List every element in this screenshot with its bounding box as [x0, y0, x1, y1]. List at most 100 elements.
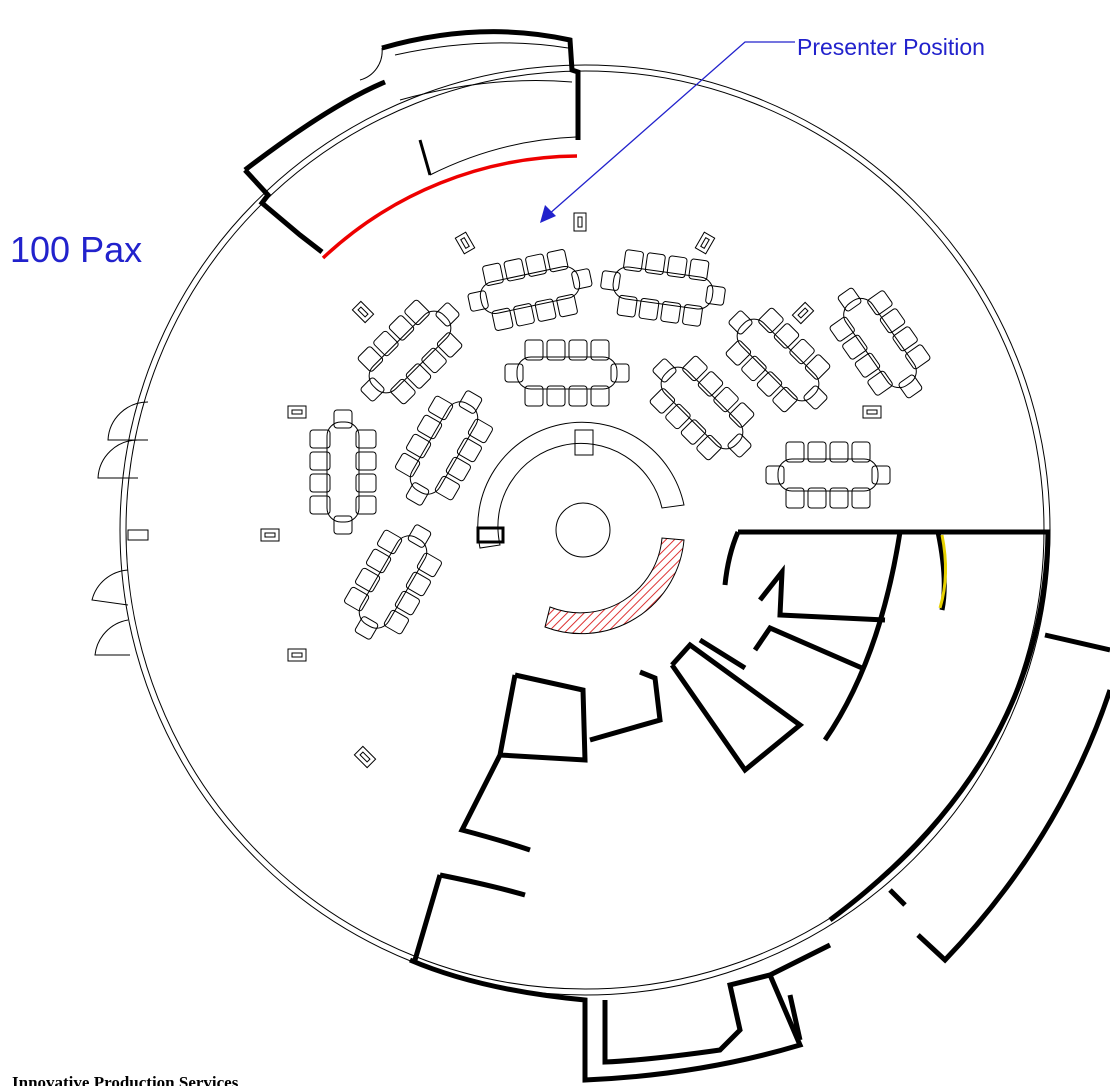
chair	[871, 465, 891, 485]
box-inner	[264, 532, 276, 538]
chair	[417, 414, 443, 440]
door-yellow	[938, 534, 948, 609]
chair	[546, 339, 566, 361]
room-wall	[412, 669, 663, 961]
table	[409, 401, 479, 495]
chair	[503, 258, 526, 282]
table-group	[600, 249, 726, 327]
chair	[772, 386, 798, 413]
chair	[383, 609, 409, 635]
chair	[360, 377, 385, 402]
chair	[436, 332, 463, 358]
chair	[660, 301, 682, 324]
chair	[789, 338, 815, 365]
box	[454, 231, 476, 255]
chair	[373, 330, 399, 357]
bar-unit	[574, 429, 594, 456]
kitchen	[544, 537, 685, 635]
bottom-wall	[409, 942, 832, 1083]
chair	[467, 290, 489, 312]
chair	[851, 441, 871, 463]
chair	[355, 495, 377, 515]
box	[862, 405, 882, 419]
chair	[851, 487, 871, 509]
chair	[867, 290, 893, 316]
chair	[354, 616, 379, 640]
chair	[355, 473, 377, 493]
column	[555, 502, 611, 558]
chair	[357, 346, 384, 372]
chair	[394, 590, 420, 616]
chair	[309, 473, 331, 493]
chair	[395, 452, 421, 478]
box	[287, 405, 307, 419]
chair	[696, 434, 722, 461]
floor-box	[694, 231, 716, 255]
table	[479, 266, 581, 314]
table	[777, 458, 879, 492]
chair	[421, 347, 447, 374]
pointer-line	[547, 41, 795, 216]
chair	[837, 287, 862, 312]
chair	[407, 524, 432, 548]
corridor-line	[394, 42, 577, 176]
chair	[649, 388, 676, 414]
chair	[344, 586, 370, 612]
chair	[428, 395, 454, 421]
chair	[879, 308, 906, 334]
chair	[842, 334, 868, 360]
table-group	[649, 355, 755, 461]
floor-boxes	[260, 212, 882, 769]
service-wall	[888, 632, 1110, 964]
chair	[456, 437, 482, 463]
table	[843, 297, 917, 389]
arrow-head	[540, 205, 556, 223]
chair	[405, 571, 431, 597]
chair	[666, 255, 688, 279]
chair	[682, 304, 703, 327]
chair	[388, 315, 415, 341]
chair	[309, 495, 331, 515]
chair	[513, 303, 535, 327]
chair	[804, 354, 831, 380]
chair	[556, 294, 578, 318]
table-group	[395, 390, 493, 506]
chair	[390, 378, 416, 405]
box-inner	[359, 751, 371, 763]
chair	[309, 429, 331, 449]
chair	[616, 294, 638, 318]
table-group	[467, 249, 593, 331]
entrance-wall	[243, 79, 386, 172]
chair	[366, 548, 392, 574]
box	[694, 231, 716, 255]
chair	[829, 441, 849, 463]
box	[260, 528, 280, 542]
chair	[713, 386, 739, 413]
box-inner	[866, 409, 878, 415]
bar-unit	[476, 526, 505, 544]
chair	[905, 344, 931, 370]
chair	[725, 340, 752, 366]
box	[287, 648, 307, 662]
box-inner	[700, 236, 710, 250]
chair	[405, 363, 432, 389]
chair	[665, 403, 691, 430]
chair	[638, 297, 660, 321]
chair	[682, 355, 708, 382]
chair	[898, 374, 923, 399]
chair	[785, 487, 805, 509]
chair	[377, 529, 403, 555]
table	[660, 366, 744, 450]
chair	[434, 475, 460, 501]
chair	[758, 307, 784, 334]
box-inner	[797, 307, 809, 319]
box	[351, 300, 375, 324]
table	[368, 310, 452, 394]
floor-box	[353, 745, 377, 769]
box-inner	[291, 409, 303, 415]
company-label: Innovative Production Services	[12, 1073, 239, 1086]
service-wall	[828, 529, 1051, 923]
screen-arc	[321, 154, 578, 260]
chair	[590, 339, 610, 361]
